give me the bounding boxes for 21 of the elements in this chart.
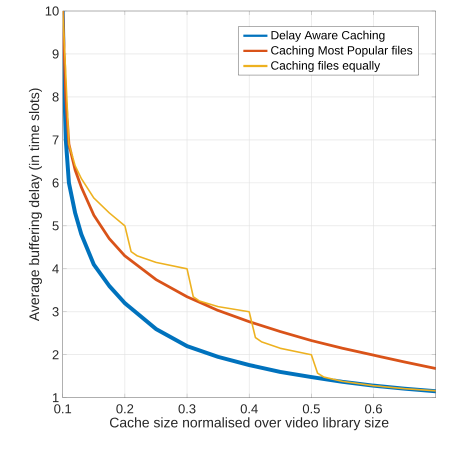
y-tick-label: 8 — [52, 92, 59, 102]
x-tick-label: 0.5 — [302, 404, 320, 414]
y-tick-label: 7 — [52, 135, 59, 144]
legend-label: Caching files equally — [271, 60, 380, 72]
y-tick-label: 6 — [52, 178, 59, 188]
y-tick-label: 2 — [52, 350, 59, 360]
y-tick-label: 4 — [52, 264, 59, 274]
y-axis-title: Average buffering delay (in time slots) — [28, 88, 42, 322]
legend-label: Caching Most Popular files — [271, 46, 412, 57]
y-tick-label: 5 — [52, 221, 59, 230]
x-axis-title: Cache size normalised over video library size — [110, 417, 388, 430]
x-tick-label: 0.2 — [116, 404, 134, 414]
x-tick-label: 0.1 — [54, 404, 72, 414]
x-tick-label: 0.3 — [178, 404, 196, 414]
legend-label: Delay Aware Caching — [272, 30, 384, 42]
x-tick-label: 0.6 — [365, 404, 382, 414]
y-tick-label: 3 — [52, 307, 59, 316]
y-tick-label: 10 — [46, 6, 59, 16]
y-tick-label: 9 — [52, 49, 59, 59]
x-tick-label: 0.4 — [240, 404, 258, 414]
y-tick-label: 1 — [52, 393, 59, 402]
